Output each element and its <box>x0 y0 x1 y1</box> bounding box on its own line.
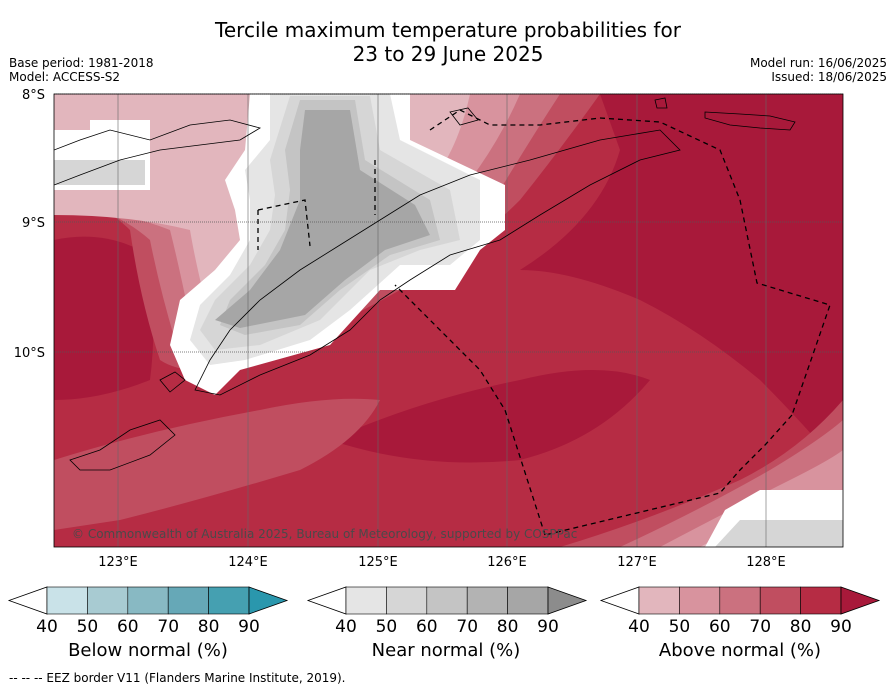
near-legend-right-arrow <box>547 586 588 615</box>
base-period: Base period: 1981-2018 <box>9 56 154 70</box>
below-legend-swatch <box>167 586 209 615</box>
above-legend-swatch <box>719 586 761 615</box>
above-legend-left-arrow <box>599 586 640 615</box>
below-legend-swatch <box>208 586 250 615</box>
below-legend-tick: 70 <box>157 617 179 637</box>
coastlines <box>54 97 796 471</box>
lat-label-9s: 9°S <box>22 216 45 231</box>
below-legend-swatch <box>87 586 129 615</box>
near-legend-tick: 90 <box>537 617 559 637</box>
above-legend-swatch <box>638 586 680 615</box>
above-legend-tick: 60 <box>709 617 731 637</box>
near-legend-swatch <box>507 586 549 615</box>
legend-above-title: Above normal (%) <box>658 640 822 661</box>
lon-label-124e: 124°E <box>228 555 268 570</box>
near-legend-swatch <box>386 586 428 615</box>
copyright-text: © Commonwealth of Australia 2025, Bureau… <box>72 527 577 541</box>
below-legend-tick: 90 <box>238 617 260 637</box>
above-legend-tick: 90 <box>830 617 852 637</box>
above-legend-tick: 70 <box>749 617 771 637</box>
below-legend-right-arrow <box>248 586 289 615</box>
model-run: Model run: 16/06/2025 <box>749 56 887 70</box>
probability-field <box>54 94 843 547</box>
title-line-1: Tercile maximum temperature probabilitie… <box>215 18 681 42</box>
near-legend-tick: 40 <box>335 617 357 637</box>
lat-label-8s: 8°S <box>22 88 45 103</box>
near-legend-tick: 50 <box>376 617 398 637</box>
near-legend-tick: 80 <box>497 617 519 637</box>
meta-left: Base period: 1981-2018 Model: ACCESS-S2 <box>9 56 154 84</box>
lat-label-10s: 10°S <box>14 346 45 361</box>
legend-below-title: Below normal (%) <box>68 640 228 661</box>
lon-label-128e: 128°E <box>746 555 786 570</box>
above-legend-swatch <box>800 586 842 615</box>
below-legend-swatch <box>46 586 88 615</box>
near-legend-tick: 70 <box>456 617 478 637</box>
below-legend-tick: 40 <box>36 617 58 637</box>
legend-above: 40 50 60 70 80 90 <box>599 586 881 637</box>
below-legend-tick: 80 <box>198 617 220 637</box>
lon-label-127e: 127°E <box>617 555 657 570</box>
near-legend-left-arrow <box>306 586 347 615</box>
eez-footnote: -- -- -- EEZ border V11 (Flanders Marine… <box>9 671 346 685</box>
lon-label-126e: 126°E <box>487 555 527 570</box>
above-legend-tick: 50 <box>669 617 691 637</box>
model-name: Model: ACCESS-S2 <box>9 70 121 84</box>
lon-label-123e: 123°E <box>98 555 138 570</box>
meridians <box>117 94 767 547</box>
title-line-2: 23 to 29 June 2025 <box>352 42 544 66</box>
issued-date: Issued: 18/06/2025 <box>771 70 887 84</box>
below-legend-left-arrow <box>7 586 48 615</box>
above-legend-right-arrow <box>840 586 881 615</box>
below-legend-swatch <box>127 586 169 615</box>
lon-label-125e: 125°E <box>358 555 398 570</box>
near-legend-swatch <box>426 586 468 615</box>
near-legend-swatch <box>345 586 387 615</box>
chart-title: Tercile maximum temperature probabilitie… <box>0 18 896 66</box>
map-frame <box>53 93 844 548</box>
legend-near-title: Near normal (%) <box>371 640 521 661</box>
above-legend-swatch <box>679 586 721 615</box>
above-legend-swatch <box>759 586 801 615</box>
meta-right: Model run: 16/06/2025 Issued: 18/06/2025 <box>750 56 887 84</box>
legend-near: 40 50 60 70 80 90 <box>306 586 588 637</box>
above-legend-tick: 40 <box>628 617 650 637</box>
near-legend-swatch <box>466 586 508 615</box>
legend-below: 40 50 60 70 80 90 <box>7 586 289 637</box>
below-legend-tick: 60 <box>117 617 139 637</box>
near-legend-tick: 60 <box>416 617 438 637</box>
above-legend-tick: 80 <box>790 617 812 637</box>
eez-border <box>257 109 831 536</box>
below-legend-tick: 50 <box>77 617 99 637</box>
